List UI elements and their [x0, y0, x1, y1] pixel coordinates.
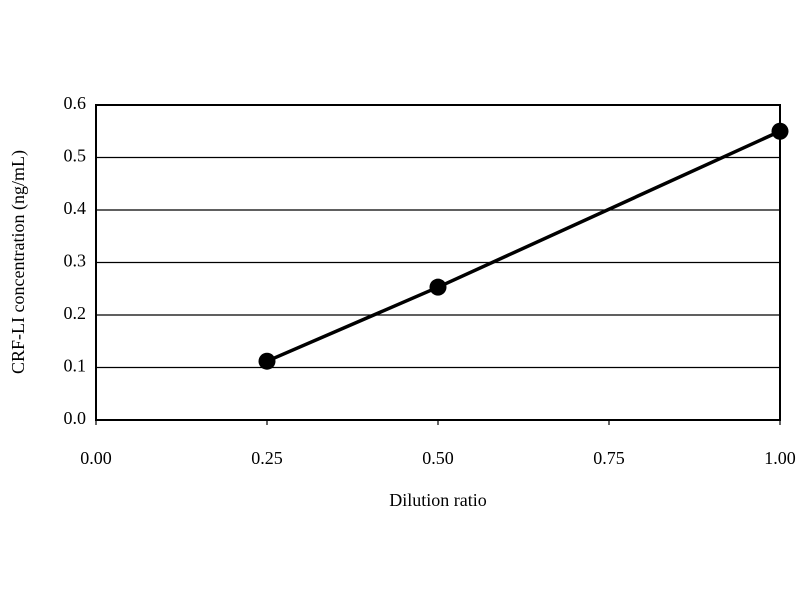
x-tick-label: 0.50 — [422, 448, 454, 468]
x-tick-label: 0.75 — [593, 448, 625, 468]
y-tick-label: 0.5 — [64, 146, 87, 166]
x-tick-label: 0.00 — [80, 448, 112, 468]
y-tick-label: 0.6 — [64, 93, 87, 113]
x-tick-label: 1.00 — [764, 448, 796, 468]
y-tick-label: 0.3 — [64, 251, 87, 271]
plot-frame — [95, 104, 781, 421]
y-axis-label: CRF-LI concentration (ng/mL) — [8, 150, 29, 374]
y-tick-label: 0.2 — [64, 303, 87, 323]
y-tick-label: 0.4 — [64, 198, 87, 218]
y-tick-label: 0.1 — [64, 356, 87, 376]
x-tick-label: 0.25 — [251, 448, 283, 468]
y-tick-label: 0.0 — [64, 408, 87, 428]
data-point — [771, 122, 789, 140]
data-point — [429, 278, 447, 296]
data-point — [258, 352, 276, 370]
x-axis-label: Dilution ratio — [389, 490, 487, 510]
